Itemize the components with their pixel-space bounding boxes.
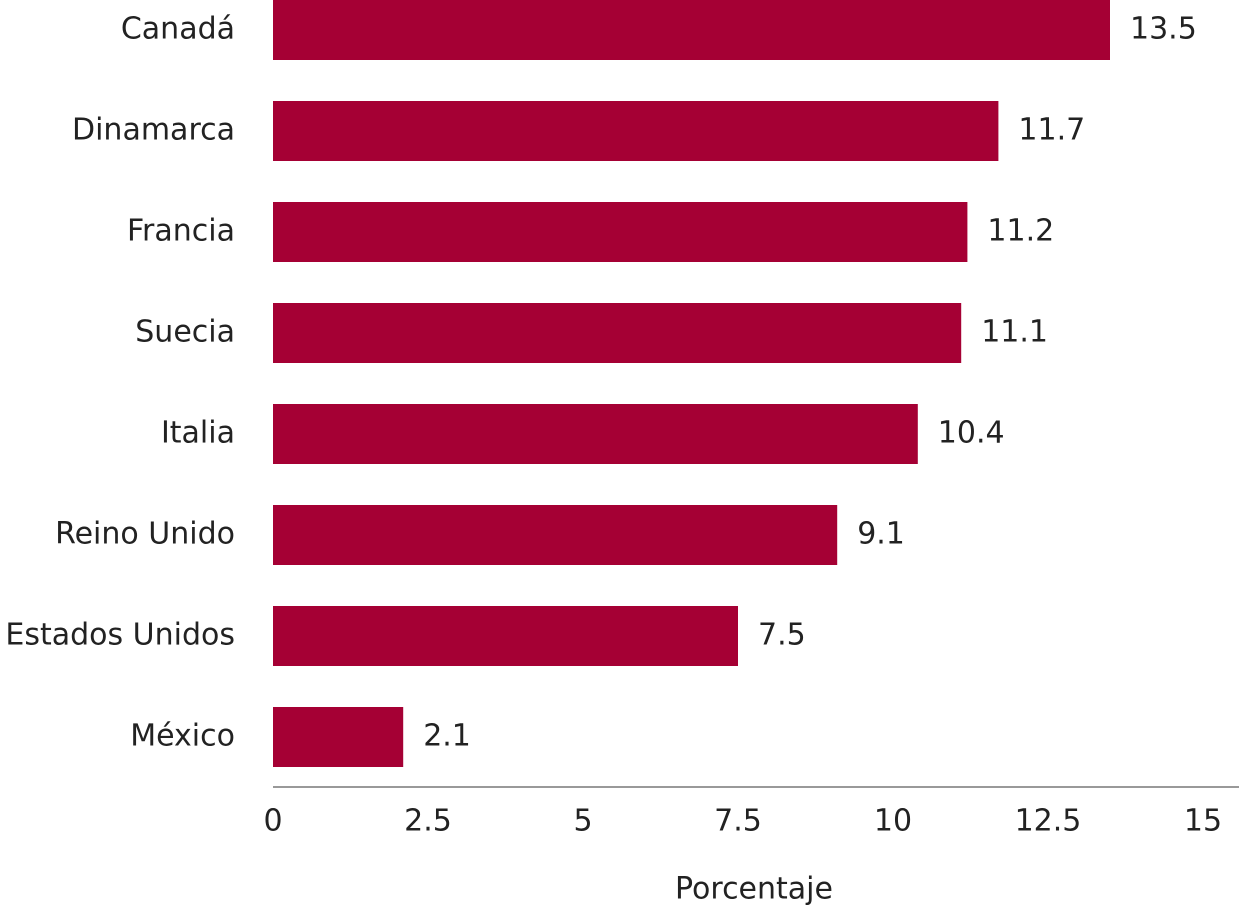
bar xyxy=(273,404,918,464)
bar xyxy=(273,303,962,363)
data-label: 10.4 xyxy=(938,416,1005,451)
bar xyxy=(273,505,838,565)
x-tick-label: 0 xyxy=(263,804,282,839)
data-label: 9.1 xyxy=(857,517,905,552)
bar xyxy=(273,0,1110,60)
bar xyxy=(273,707,404,767)
bar xyxy=(273,606,738,666)
data-label: 13.5 xyxy=(1130,12,1197,47)
y-tick-label: Reino Unido xyxy=(55,517,235,552)
x-tick-label: 12.5 xyxy=(1015,804,1082,839)
y-tick-label: Canadá xyxy=(121,12,235,47)
y-tick-label: Italia xyxy=(161,416,235,451)
data-label: 11.2 xyxy=(987,214,1054,249)
y-tick-label: Suecia xyxy=(135,315,235,350)
x-tick-label: 7.5 xyxy=(714,804,762,839)
data-label: 11.7 xyxy=(1018,113,1085,148)
data-label: 7.5 xyxy=(758,618,806,653)
y-tick-label: Dinamarca xyxy=(72,113,235,148)
bar xyxy=(273,101,999,161)
data-label: 11.1 xyxy=(981,315,1048,350)
y-tick-label: Estados Unidos xyxy=(5,618,235,653)
x-tick-label: 10 xyxy=(874,804,912,839)
y-tick-label: México xyxy=(130,719,235,754)
bar xyxy=(273,202,968,262)
x-tick-label: 5 xyxy=(573,804,592,839)
y-tick-label: Francia xyxy=(127,214,235,249)
x-axis-title: Porcentaje xyxy=(675,872,833,907)
x-tick-label: 15 xyxy=(1184,804,1222,839)
x-tick-label: 2.5 xyxy=(404,804,452,839)
data-label: 2.1 xyxy=(423,719,471,754)
